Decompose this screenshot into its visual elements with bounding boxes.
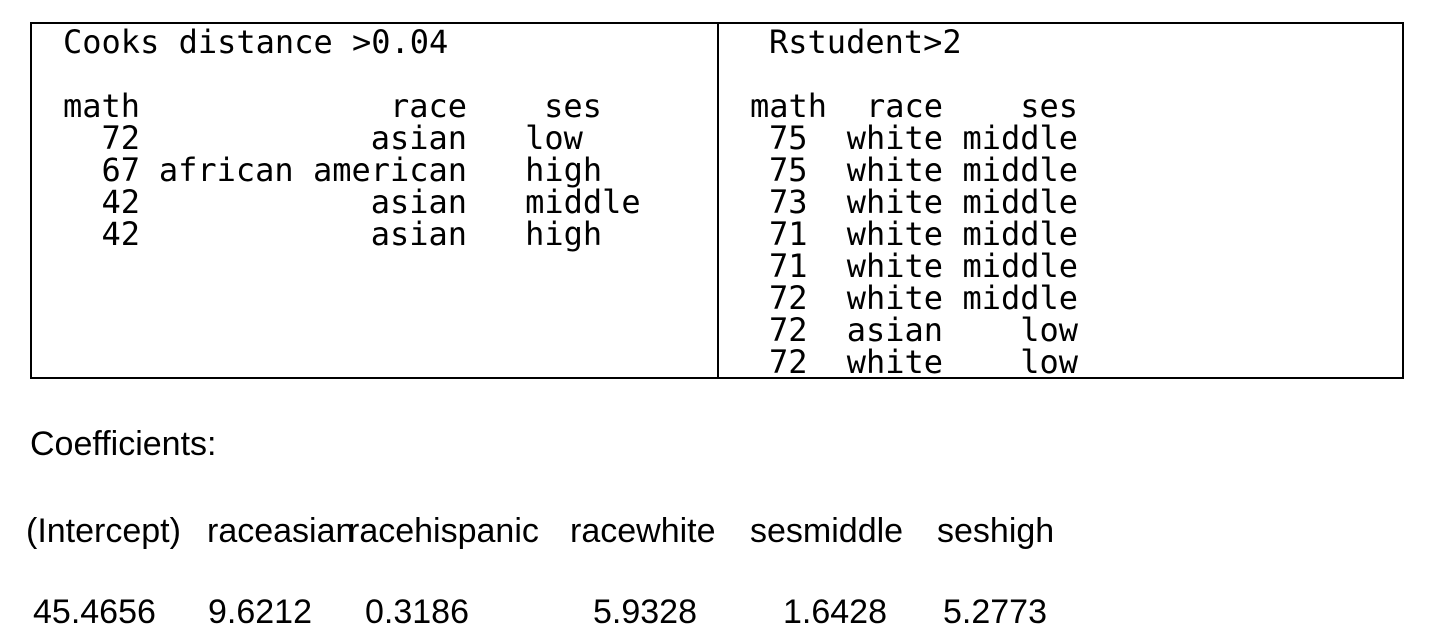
cell-race: white [846, 247, 944, 285]
cell-race: white [846, 183, 944, 221]
table-row: 75 white middle [750, 154, 1078, 186]
coefficient-term-intercept: (Intercept) [26, 512, 181, 550]
cell-math: 42 [101, 183, 141, 221]
cell-race: asian [370, 183, 468, 221]
coefficient-value-seshigh: 5.2773 [943, 593, 1047, 631]
cell-ses: low [1020, 343, 1079, 377]
coefficient-term-sesmiddle: sesmiddle [750, 512, 904, 550]
column-header-race: race [390, 87, 468, 125]
cell-math: 71 [769, 247, 808, 285]
table-row: 42 asian middle [63, 186, 641, 218]
rstudent-panel: Rstudent>2 math race ses 75 white middle… [719, 24, 1402, 377]
cell-race: asian [370, 119, 468, 157]
cell-math: 42 [101, 215, 141, 253]
cell-ses: middle [962, 247, 1079, 285]
cell-ses: high [525, 215, 603, 253]
table-row: 72 white low [750, 346, 1078, 377]
cell-ses: middle [962, 215, 1079, 253]
cell-math: 75 [769, 151, 808, 189]
coefficients-label: Coefficients: [30, 425, 217, 463]
table-row: 73 white middle [750, 186, 1078, 218]
cell-race: asian [846, 311, 944, 349]
table-row: 72 asian low [63, 122, 641, 154]
column-header-race: race [866, 87, 944, 125]
cell-ses: middle [525, 183, 641, 221]
coefficient-value-sesmiddle: 1.6428 [783, 593, 887, 631]
column-header-math: math [63, 87, 141, 125]
table-row: 72 white middle [750, 282, 1078, 314]
cell-math: 67 [101, 151, 141, 189]
rstudent-table: math race ses 75 white middle 75 white m… [750, 90, 1078, 377]
cell-math: 72 [769, 279, 808, 317]
coefficient-term-seshigh: seshigh [937, 512, 1055, 550]
table-row: 42 asian high [63, 218, 641, 250]
cell-math: 72 [769, 343, 808, 377]
table-row: 71 white middle [750, 218, 1078, 250]
coefficient-term-racewhite: racewhite [570, 512, 716, 550]
coefficient-term-raceasian: raceasian [207, 512, 355, 550]
cell-math: 75 [769, 119, 808, 157]
cell-math: 73 [769, 183, 808, 221]
cooks-header-row: math race ses [63, 90, 641, 122]
coefficient-value-racewhite: 5.9328 [593, 593, 697, 631]
cell-math: 71 [769, 215, 808, 253]
cell-ses: low [525, 119, 583, 157]
coefficient-value-intercept: 45.4656 [33, 593, 156, 631]
outlier-box: Cooks distance >0.04 math race ses 72 as… [30, 22, 1404, 379]
column-header-ses: ses [1020, 87, 1079, 125]
table-row: 75 white middle [750, 122, 1078, 154]
cell-ses: middle [962, 151, 1079, 189]
column-header-ses: ses [544, 87, 602, 125]
cooks-table: math race ses 72 asian low 67 african am… [63, 90, 641, 250]
cooks-distance-panel: Cooks distance >0.04 math race ses 72 as… [32, 24, 719, 377]
cooks-panel-title: Cooks distance >0.04 [63, 24, 449, 61]
cell-math: 72 [101, 119, 141, 157]
column-header-math: math [750, 87, 828, 125]
rstudent-header-row: math race ses [750, 90, 1078, 122]
cell-race: white [846, 151, 944, 189]
cell-ses: middle [962, 183, 1079, 221]
table-row: 67 african american high [63, 154, 641, 186]
cell-race: african american [158, 151, 468, 189]
cell-race: white [846, 215, 944, 253]
cell-race: white [846, 343, 944, 377]
cell-race: white [846, 279, 944, 317]
cell-race: white [846, 119, 944, 157]
cell-ses: low [1020, 311, 1079, 349]
table-row: 71 white middle [750, 250, 1078, 282]
rstudent-panel-title: Rstudent>2 [769, 24, 962, 61]
cell-ses: middle [962, 279, 1079, 317]
coefficient-value-racehispanic: 0.3186 [365, 593, 469, 631]
cell-math: 72 [769, 311, 808, 349]
coefficient-value-raceasian: 9.6212 [208, 593, 312, 631]
coefficient-term-racehispanic: racehispanic [348, 512, 539, 550]
cell-ses: high [525, 151, 603, 189]
cell-ses: middle [962, 119, 1079, 157]
cell-race: asian [370, 215, 468, 253]
table-row: 72 asian low [750, 314, 1078, 346]
